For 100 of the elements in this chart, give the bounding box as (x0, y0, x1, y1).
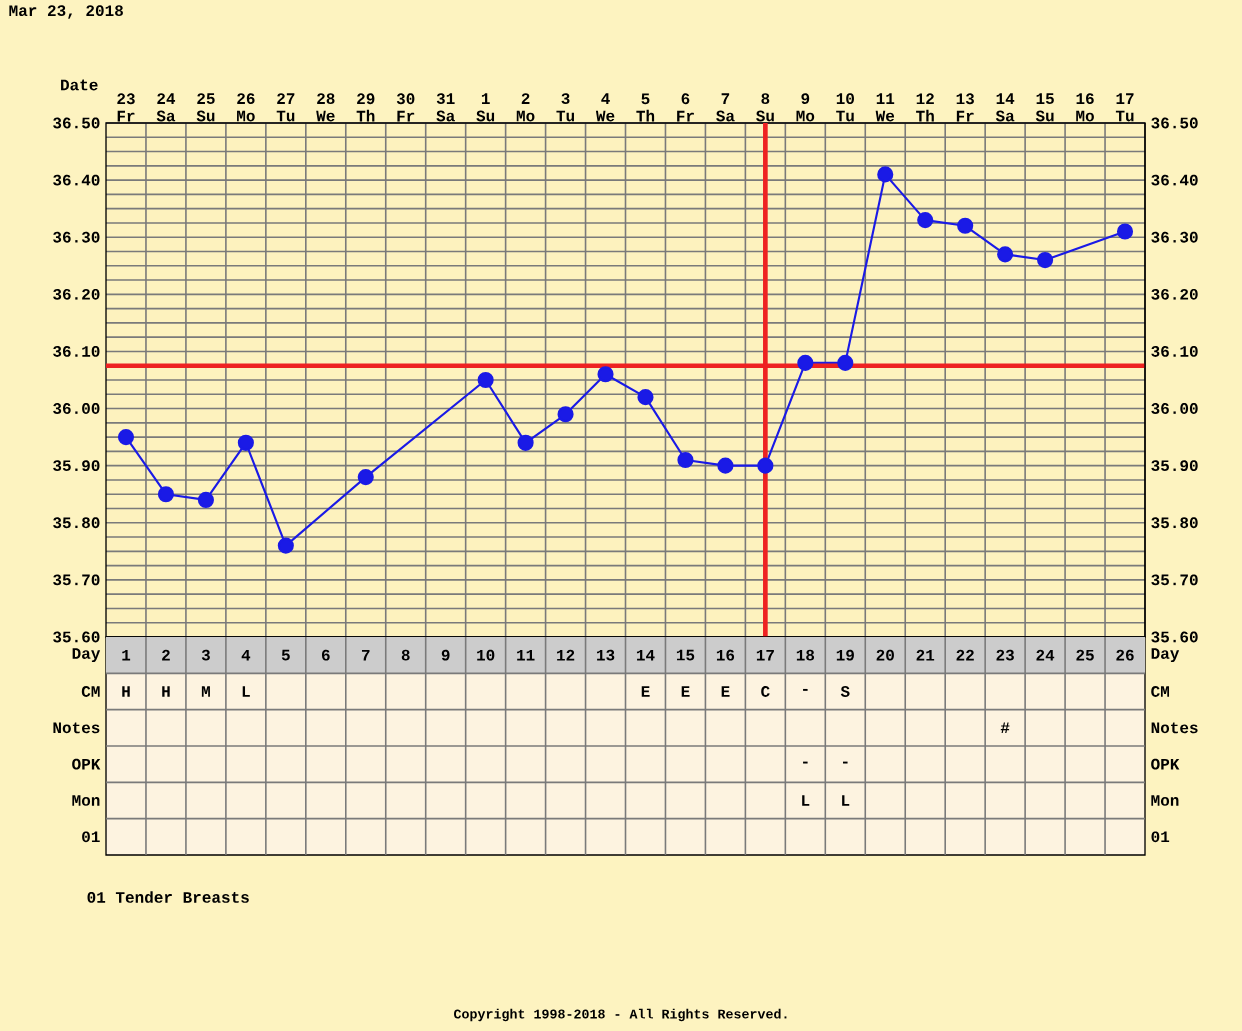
point (557, 406, 574, 423)
x-tick-label: 5 (281, 649, 290, 661)
x-tick-label: 23 Fr (117, 93, 135, 122)
point (917, 212, 934, 229)
x-tick-label: 26 (1116, 649, 1134, 661)
y2-tick-label: 36.30 (1151, 231, 1198, 243)
text: # (1000, 722, 1010, 734)
point (237, 434, 254, 451)
y2-tick-label: 36.00 (1151, 403, 1198, 414)
text: H (162, 686, 170, 697)
x-tick-label: 6 (321, 649, 330, 661)
x-tick-label: 23 (996, 649, 1014, 661)
x-tick-label: 5 Th (636, 93, 655, 122)
x-tick-label: 31 Sa (436, 93, 455, 122)
x-tick-label: 12 (557, 649, 575, 661)
y-tick-label: Notes (53, 722, 100, 734)
y-tick-label: CM (81, 686, 100, 697)
y2-tick-label: 36.50 (1151, 117, 1198, 129)
text: M (201, 686, 210, 697)
text: - (803, 761, 808, 764)
x-tick-label: 7 Sa (716, 93, 735, 122)
point (477, 371, 494, 389)
text: E (641, 686, 650, 697)
y-tick-label: OPK (72, 758, 101, 770)
point (157, 486, 175, 503)
y2-tick-label: CM (1151, 686, 1170, 697)
y-tick-label: 35.80 (53, 517, 100, 529)
x-tick-label: 25 (1076, 649, 1094, 661)
y-tick-label: 36.00 (53, 403, 100, 414)
y-tick-label: 35.60 (53, 631, 100, 643)
x-tick-label: 4 (241, 649, 251, 661)
point (517, 434, 534, 451)
x-tick-label: 13 Fr (956, 93, 974, 122)
text: - (803, 688, 808, 691)
x-tick-label: 17 Tu (1115, 93, 1134, 122)
point (837, 354, 854, 371)
y2-tick-label: Mon (1151, 795, 1179, 806)
text: - (843, 761, 848, 764)
y2-tick-label: OPK (1151, 758, 1180, 770)
x-tick-label: 15 (676, 649, 695, 661)
x-tick-label: 9 Mo (796, 93, 815, 122)
x-tick-label: 15 Su (1035, 93, 1054, 122)
x-tick-label: 22 (956, 649, 974, 661)
y-tick-label: 01 (82, 831, 100, 843)
x-tick-label: 2 Mo (516, 93, 535, 122)
point (197, 491, 214, 508)
point (797, 354, 814, 371)
x-tick-label: 10 (477, 649, 495, 661)
y2-tick-label: 01 (1151, 831, 1170, 843)
y-tick-label: 36.20 (53, 288, 100, 300)
x-tick-label: 11 (517, 649, 535, 661)
x-tick-label: 16 (716, 649, 735, 661)
y2-tick-label: 36.10 (1151, 346, 1198, 357)
x-tick-label: 13 (597, 649, 615, 661)
text: E (681, 686, 690, 697)
x-tick-label: 3 Tu (556, 93, 575, 122)
y2-tick-label: 35.90 (1151, 460, 1198, 472)
y-tick-label: 35.70 (53, 574, 100, 586)
point (597, 366, 614, 383)
x-tick-label: 10 Tu (836, 93, 854, 122)
y-tick-label: 36.40 (53, 174, 100, 186)
y2-tick-label: 35.60 (1151, 631, 1198, 643)
x-tick-label: 29 Th (356, 93, 375, 122)
chart-title: Mar 23, 2018 (9, 5, 123, 19)
y-tick-label: Mon (72, 795, 100, 806)
y2-tick-label: 36.20 (1151, 288, 1198, 300)
x-tick-label: 16 Mo (1076, 93, 1094, 122)
x-tick-label: 3 (201, 649, 210, 661)
x-tick-label: 27 Tu (276, 93, 295, 122)
text: Copyright 1998-2018 - All Rights Reserved. (454, 1008, 787, 1022)
y2-tick-label: Notes (1151, 722, 1198, 734)
point (717, 457, 734, 474)
text: H (122, 686, 130, 697)
point (957, 217, 974, 234)
text: 01 Tender Breasts (87, 891, 249, 903)
x-tick-label: 14 (636, 649, 655, 661)
text: L (802, 795, 810, 806)
x-tick-label: 2 (162, 649, 170, 661)
point (637, 389, 654, 406)
x-tick-label: 26 Mo (237, 93, 255, 122)
point (757, 457, 774, 474)
x-tick-label: 30 Fr (396, 93, 415, 122)
point (997, 246, 1014, 263)
y-tick-label: 35.90 (53, 460, 100, 472)
y-tick-label: 36.50 (53, 117, 100, 129)
y-tick-label: 36.10 (53, 346, 100, 357)
point (117, 429, 135, 446)
x-tick-label: 25 Su (196, 93, 215, 122)
x-axis-title: Date (61, 79, 98, 91)
x-tick-label: 8 (401, 649, 410, 661)
x-tick-label: 6 Fr (677, 93, 694, 122)
x-tick-label: 17 (756, 649, 774, 661)
x-tick-label: 8 Su (756, 93, 774, 122)
point (1037, 251, 1054, 269)
text: E (721, 686, 730, 697)
x-tick-label: 20 (876, 649, 894, 661)
x-tick-label: 11 We (875, 93, 895, 122)
x-tick-label: 1 (122, 649, 131, 661)
y2-tick-label: 35.70 (1151, 574, 1198, 586)
text: S (840, 686, 850, 697)
